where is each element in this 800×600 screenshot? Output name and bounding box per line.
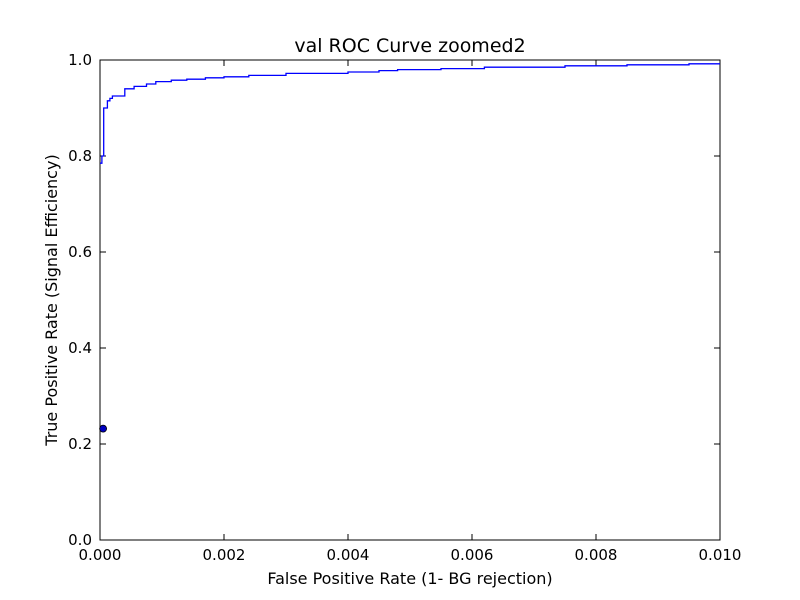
y-axis-title: True Positive Rate (Signal Efficiency) bbox=[42, 154, 61, 446]
roc-curve-line bbox=[100, 63, 720, 164]
working-point-marker bbox=[99, 424, 107, 433]
x-tick-label: 0.008 bbox=[575, 546, 618, 564]
y-tick-label: 0.2 bbox=[68, 435, 92, 453]
x-axis-title: False Positive Rate (1- BG rejection) bbox=[267, 569, 552, 588]
x-tick-label: 0.000 bbox=[79, 546, 122, 564]
x-tick-label: 0.010 bbox=[699, 546, 742, 564]
x-tick-label: 0.006 bbox=[451, 546, 494, 564]
plot-frame bbox=[99, 59, 721, 541]
y-tick-label: 0.6 bbox=[68, 243, 92, 261]
x-tick-label: 0.004 bbox=[327, 546, 370, 564]
y-tick-label: 0.4 bbox=[68, 339, 92, 357]
y-tick-label: 1.0 bbox=[68, 51, 92, 69]
y-tick-label: 0.0 bbox=[68, 531, 92, 549]
x-tick-label: 0.002 bbox=[203, 546, 246, 564]
y-tick-label: 0.8 bbox=[68, 147, 92, 165]
chart-title: val ROC Curve zoomed2 bbox=[294, 35, 525, 57]
plot-area: 0.000 0.002 0.004 0.006 0.008 0.010 0.0 0.2 0.4 0… bbox=[68, 51, 741, 564]
